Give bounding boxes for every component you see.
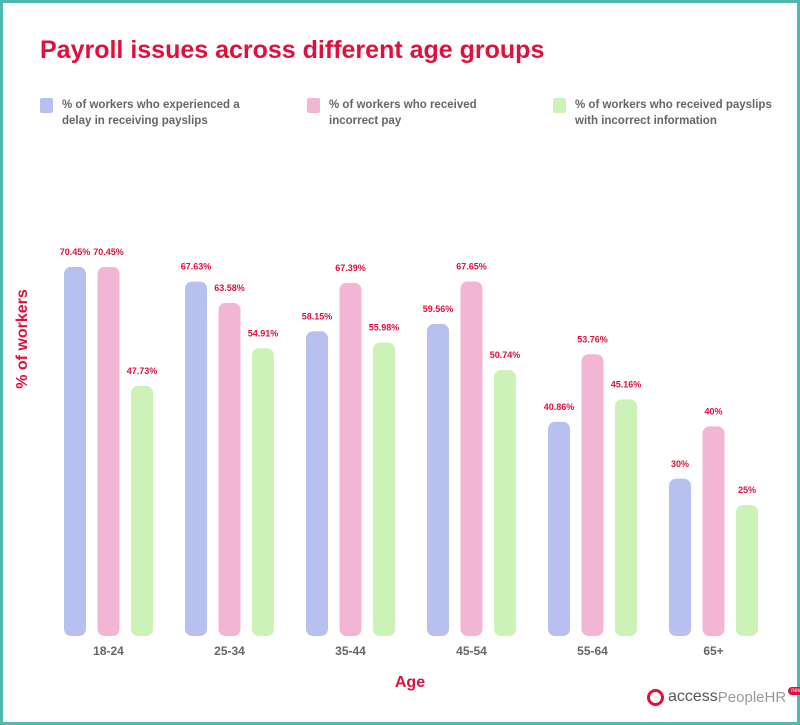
data-label: 70.45% (93, 247, 124, 257)
data-label: 50.74% (490, 350, 521, 360)
x-tick-label: 45-54 (456, 644, 487, 658)
data-label: 45.16% (611, 379, 642, 389)
legend-item-delay: % of workers who experienced a delay in r… (40, 97, 240, 129)
x-tick-label: 35-44 (335, 644, 366, 658)
bar (581, 354, 604, 636)
bar (736, 505, 758, 636)
x-tick-label: 55-64 (577, 644, 608, 658)
x-tick-label: 18-24 (93, 644, 124, 658)
bar (615, 399, 637, 636)
data-label: 25% (738, 485, 756, 495)
logo-badge: new (788, 687, 800, 695)
data-label: 54.91% (248, 328, 279, 338)
bar (339, 282, 362, 636)
legend-swatch (40, 98, 53, 113)
legend-label: with incorrect information (575, 115, 717, 127)
data-label: 40.86% (544, 402, 575, 412)
legend-label: incorrect pay (329, 115, 402, 127)
access-peoplehr-logo: access PeopleHR new (647, 687, 800, 706)
data-label: 70.45% (60, 247, 91, 257)
bar (494, 370, 516, 636)
bar (427, 323, 449, 636)
data-label: 59.56% (423, 304, 454, 314)
logo-text: PeopleHR (717, 688, 787, 706)
data-label: 67.65% (456, 262, 487, 272)
bar (64, 266, 86, 636)
chart-title: Payroll issues across different age grou… (40, 36, 545, 64)
bar (373, 342, 395, 636)
legend-item-incorrect-info: % of workers who received payslips with i… (553, 97, 772, 129)
data-label: 55.98% (369, 323, 400, 333)
data-label: 67.63% (181, 262, 212, 272)
bar (252, 348, 274, 636)
bar (97, 266, 120, 636)
data-label: 40% (704, 406, 722, 416)
legend-swatch (307, 98, 320, 113)
data-label: 67.39% (335, 263, 366, 273)
logo-ring-icon (647, 688, 664, 706)
bar (460, 281, 483, 636)
logo-text: access (668, 688, 718, 705)
x-axis-label: Age (394, 674, 426, 691)
x-tick-label: 65+ (703, 644, 723, 658)
data-label: 63.58% (214, 283, 245, 293)
bar (306, 331, 328, 636)
data-label: 58.15% (302, 311, 333, 321)
bar (218, 302, 241, 636)
legend-swatch (553, 98, 566, 113)
bar (185, 281, 207, 636)
bar (702, 426, 725, 636)
bar (131, 385, 153, 636)
x-tick-label: 25-34 (214, 644, 245, 658)
bar (548, 421, 570, 636)
legend-label: delay in receiving payslips (62, 115, 208, 127)
data-label: 53.76% (577, 334, 608, 344)
data-label: 30% (671, 459, 689, 469)
legend-label: % of workers who received (329, 99, 477, 111)
bar (669, 478, 691, 636)
legend-label: % of workers who received payslips (575, 99, 772, 111)
data-label: 47.73% (127, 366, 158, 376)
legend-item-incorrect-pay: % of workers who received incorrect pay (307, 97, 477, 129)
legend-label: % of workers who experienced a (62, 99, 240, 111)
